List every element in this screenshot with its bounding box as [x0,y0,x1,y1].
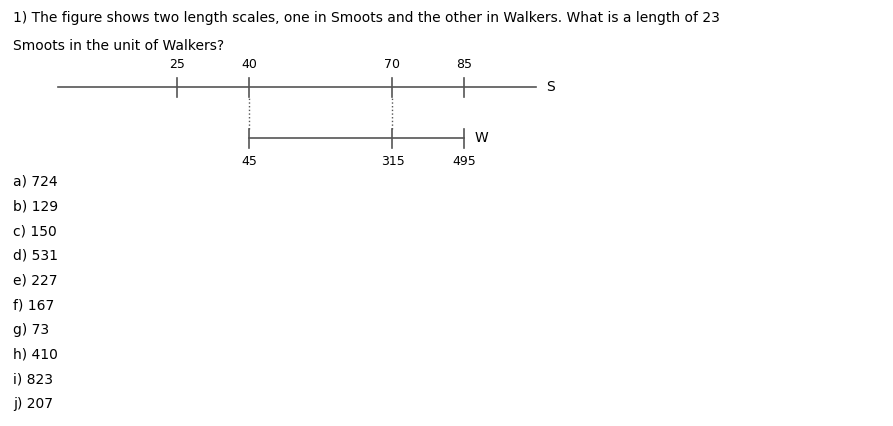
Text: 70: 70 [385,58,400,71]
Text: h) 410: h) 410 [13,348,58,362]
Text: c) 150: c) 150 [13,224,57,238]
Text: f) 167: f) 167 [13,298,54,312]
Text: 85: 85 [456,58,472,71]
Text: a) 724: a) 724 [13,175,58,189]
Text: 25: 25 [170,58,186,71]
Text: S: S [547,81,555,94]
Text: g) 73: g) 73 [13,323,49,337]
Text: W: W [475,132,488,145]
Text: d) 531: d) 531 [13,249,58,263]
Text: 1) The figure shows two length scales, one in Smoots and the other in Walkers. W: 1) The figure shows two length scales, o… [13,11,721,25]
Text: 45: 45 [241,155,257,168]
Text: j) 207: j) 207 [13,397,54,411]
Text: 315: 315 [380,155,405,168]
Text: i) 823: i) 823 [13,372,54,386]
Text: b) 129: b) 129 [13,199,59,213]
Text: 40: 40 [241,58,257,71]
Text: Smoots in the unit of Walkers?: Smoots in the unit of Walkers? [13,39,224,53]
Text: e) 227: e) 227 [13,273,58,288]
Text: 495: 495 [452,155,476,168]
